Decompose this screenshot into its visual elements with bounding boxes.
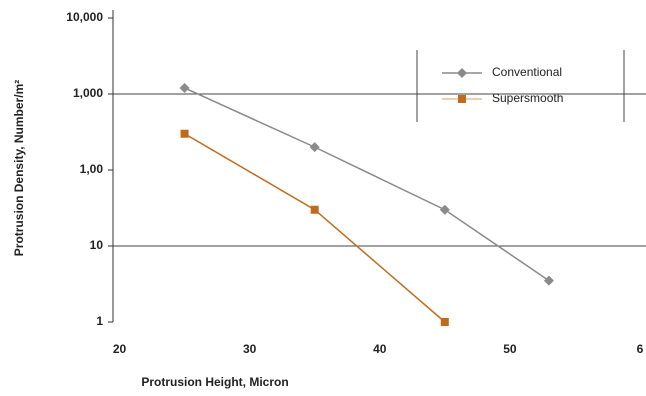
y-tick-label: 10	[90, 238, 104, 252]
x-tick-label: 30	[243, 342, 257, 356]
legend-marker	[457, 68, 467, 78]
series-line	[184, 133, 446, 323]
x-axis-label: Protrusion Height, Micron	[141, 375, 288, 389]
marker	[543, 275, 554, 286]
legend-label: Conventional	[492, 65, 562, 79]
marker	[309, 142, 320, 153]
series-line	[184, 87, 550, 282]
x-tick-label: 20	[113, 342, 127, 356]
y-axis-label: Protrusion Density, Number/m²	[12, 80, 26, 256]
x-tick-label: 6	[637, 342, 644, 356]
marker	[440, 318, 449, 326]
y-tick-label: 1	[96, 314, 103, 328]
legend-marker	[458, 95, 466, 103]
y-tick-label: 10,000	[66, 10, 103, 24]
y-tick-label: 1,000	[73, 86, 103, 100]
marker	[439, 204, 450, 215]
marker	[180, 129, 189, 138]
x-tick-label: 50	[503, 342, 517, 356]
x-tick-label: 40	[373, 342, 387, 356]
marker	[310, 205, 319, 214]
y-tick-label: 1,00	[80, 162, 104, 176]
legend-label: Supersmooth	[492, 91, 563, 105]
marker	[179, 82, 190, 93]
